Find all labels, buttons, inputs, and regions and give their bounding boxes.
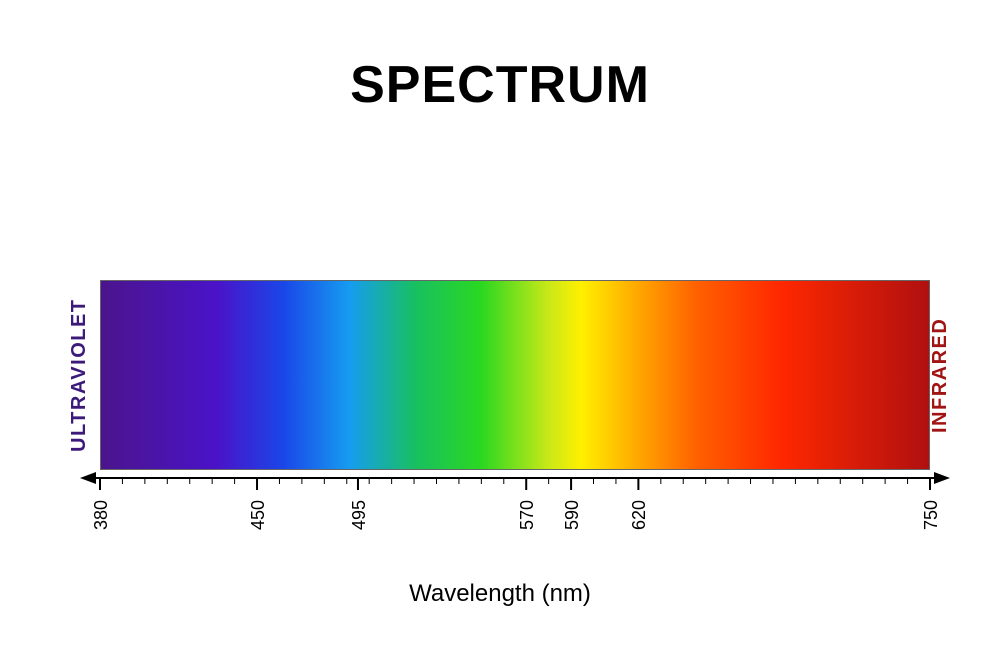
tick-label-590: 590 xyxy=(562,494,583,530)
tick-label-750: 750 xyxy=(921,494,942,530)
infrared-label: INFRARED xyxy=(929,280,952,470)
wavelength-axis: 380 450 495 570 590 620 750 xyxy=(80,472,950,532)
tick-label-620: 620 xyxy=(629,494,650,530)
axis-svg xyxy=(80,472,950,532)
tick-label-495: 495 xyxy=(349,494,370,530)
tick-label-450: 450 xyxy=(248,494,269,530)
diagram-title: SPECTRUM xyxy=(0,55,1000,115)
tick-label-380: 380 xyxy=(91,494,112,530)
spectrum-gradient-bar xyxy=(100,280,930,470)
tick-label-570: 570 xyxy=(517,494,538,530)
x-axis-label: Wavelength (nm) xyxy=(0,580,1000,608)
ultraviolet-label: ULTRAVIOLET xyxy=(68,280,91,470)
